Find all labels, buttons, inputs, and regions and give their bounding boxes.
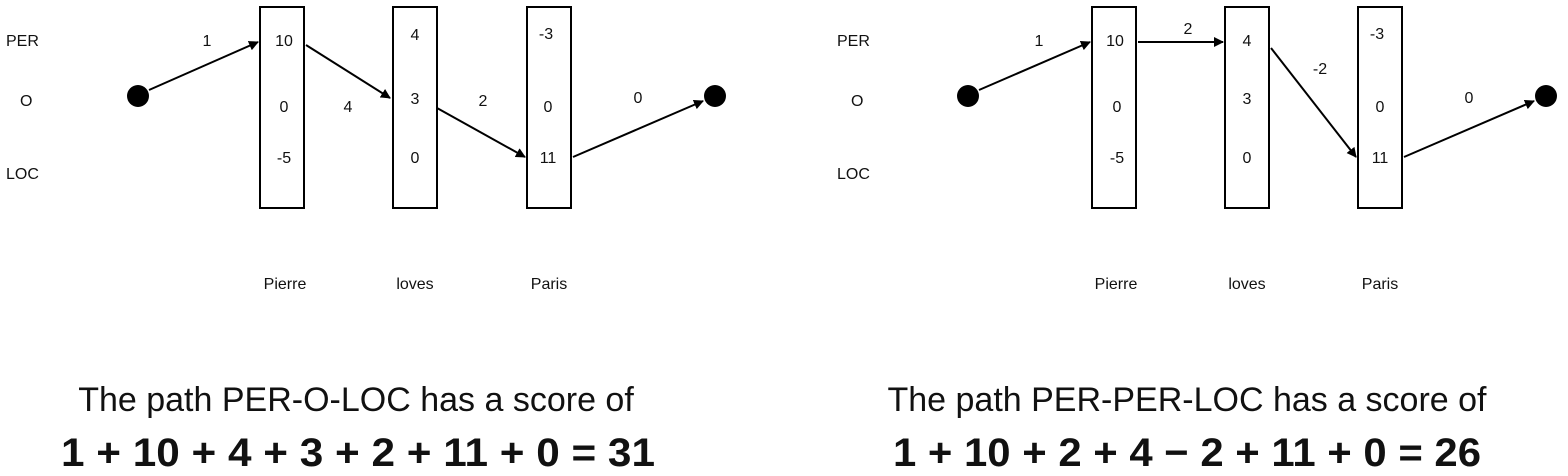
cell-loves-per: 4 (411, 27, 420, 44)
edge-pierre-per-to-loves-o (305, 44, 391, 99)
column-paris (1357, 6, 1403, 209)
start-node (127, 85, 149, 107)
tag-label-per: PER (6, 33, 39, 50)
cell-pierre-o: 0 (1113, 99, 1122, 116)
edge-label-start: 1 (203, 33, 212, 50)
cell-paris-o: 0 (1376, 99, 1385, 116)
edge-paris-loc-to-end (572, 99, 704, 158)
edge-loves-o-to-paris-loc (436, 107, 526, 158)
cell-pierre-o: 0 (280, 99, 289, 116)
cell-loves-loc: 0 (1243, 150, 1252, 167)
cell-pierre-per: 10 (1106, 33, 1124, 50)
cell-loves-loc: 0 (411, 150, 420, 167)
cell-loves-o: 3 (1243, 91, 1252, 108)
column-paris (526, 6, 572, 209)
panel-right: PER O LOC 10 0 -5 4 3 0 -3 0 11 1 2 -2 0… (837, 6, 1557, 475)
cell-paris-loc: 11 (540, 150, 557, 167)
edge-label-pierre-loves: 2 (1184, 21, 1193, 38)
edge-label-loves-paris: -2 (1313, 61, 1327, 78)
cell-paris-per: -3 (539, 26, 553, 43)
column-loves (1224, 6, 1270, 209)
word-paris: Paris (1362, 276, 1398, 293)
tag-label-loc: LOC (837, 166, 870, 183)
edge-label-end: 0 (634, 90, 643, 107)
formula-left: 1 + 10 + 4 + 3 + 2 + 11 + 0 = 31 (61, 431, 655, 475)
edge-label-loves-paris: 2 (479, 93, 488, 110)
edge-paris-loc-to-end (1403, 99, 1535, 158)
cell-paris-loc: 11 (1372, 150, 1389, 167)
word-loves: loves (1228, 276, 1265, 293)
word-pierre: Pierre (1095, 276, 1138, 293)
column-pierre (259, 6, 305, 209)
word-paris: Paris (531, 276, 567, 293)
tag-label-o: O (20, 93, 32, 110)
cell-paris-per: -3 (1370, 26, 1384, 43)
end-node (1535, 85, 1557, 107)
caption-left: The path PER-O-LOC has a score of (78, 381, 634, 419)
cell-pierre-loc: -5 (277, 150, 291, 167)
column-pierre (1091, 6, 1137, 209)
end-node (704, 85, 726, 107)
edge-start-to-pierre-per (148, 41, 259, 91)
tag-label-per: PER (837, 33, 870, 50)
edge-start-to-pierre-per (978, 40, 1091, 91)
word-loves: loves (396, 276, 433, 293)
cell-loves-o: 3 (411, 91, 420, 108)
cell-loves-per: 4 (1243, 33, 1252, 50)
cell-paris-o: 0 (544, 99, 553, 116)
panel-left: PER O LOC 10 0 -5 4 3 0 -3 0 11 1 4 2 0 … (6, 6, 726, 475)
edge-label-start: 1 (1035, 33, 1044, 50)
cell-pierre-loc: -5 (1110, 150, 1124, 167)
edge-label-end: 0 (1465, 90, 1474, 107)
tag-label-o: O (851, 93, 863, 110)
cell-pierre-per: 10 (275, 33, 293, 50)
start-node (957, 85, 979, 107)
column-loves (392, 6, 438, 209)
caption-right: The path PER-PER-LOC has a score of (887, 381, 1487, 419)
word-pierre: Pierre (264, 276, 307, 293)
tag-label-loc: LOC (6, 166, 39, 183)
edge-loves-per-to-paris-loc (1270, 47, 1357, 158)
edge-label-pierre-loves: 4 (344, 99, 353, 116)
formula-right: 1 + 10 + 2 + 4 − 2 + 11 + 0 = 26 (893, 431, 1481, 475)
